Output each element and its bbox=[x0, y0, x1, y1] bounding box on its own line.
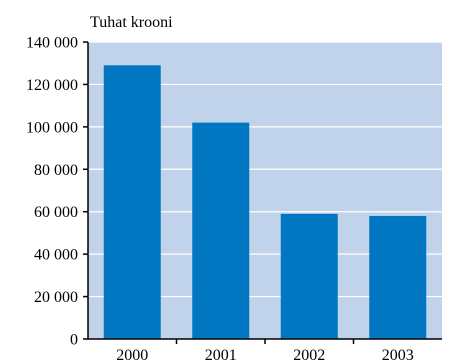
y-tick-label: 20 000 bbox=[34, 289, 78, 306]
x-tick-label: 2003 bbox=[382, 347, 414, 363]
y-tick-label: 60 000 bbox=[34, 204, 78, 221]
y-tick-label: 120 000 bbox=[26, 77, 78, 94]
x-tick-label: 2000 bbox=[116, 347, 148, 363]
bar-2001 bbox=[192, 122, 250, 339]
bar-2002 bbox=[280, 213, 338, 339]
x-tick-label: 2002 bbox=[293, 347, 325, 363]
x-ticks: 2000 2001 2002 2003 bbox=[116, 339, 414, 363]
y-tick-label: 100 000 bbox=[26, 119, 78, 136]
bars bbox=[103, 65, 427, 339]
y-tick-label: 80 000 bbox=[34, 162, 78, 179]
y-axis-label: Tuhat krooni bbox=[90, 14, 173, 31]
y-tick-label: 0 bbox=[70, 332, 78, 349]
y-tick-label: 40 000 bbox=[34, 247, 78, 264]
bar-2000 bbox=[103, 65, 161, 339]
y-tick-label: 140 000 bbox=[26, 35, 78, 52]
y-ticks: 0 20 000 40 000 60 000 80 000 100 000 120 000 1… bbox=[26, 35, 88, 349]
bar-2003 bbox=[369, 215, 427, 339]
x-tick-label: 2001 bbox=[205, 347, 237, 363]
